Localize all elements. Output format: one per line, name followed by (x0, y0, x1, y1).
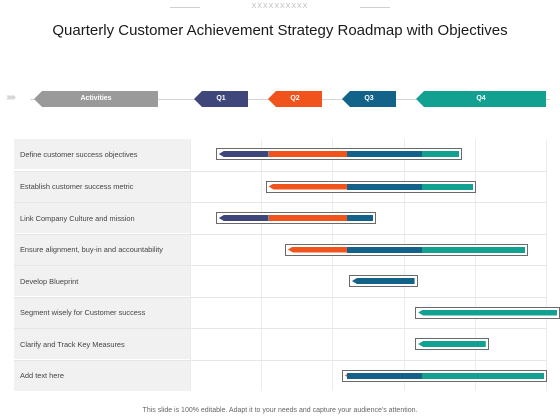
table-row: Add text here (14, 359, 548, 391)
gantt-segment-q4 (421, 183, 473, 190)
gantt-segment-q4 (418, 341, 486, 347)
activity-label: Clarify and Track Key Measures (14, 329, 190, 359)
gantt-segment-q3 (346, 183, 422, 190)
grid-line (546, 139, 547, 391)
gantt-segment-q4 (421, 372, 545, 379)
footer-note: This slide is 100% editable. Adapt it to… (142, 407, 418, 414)
gantt-bar (265, 180, 476, 193)
gantt-bar (415, 338, 489, 350)
table-row: Define customer success objectives (14, 139, 546, 169)
activity-label: Establish customer success metric (14, 171, 190, 202)
gantt-segment-q3 (346, 215, 374, 221)
gantt-segment-q3 (346, 246, 422, 253)
activity-label: Link Company Culture and mission (14, 203, 190, 233)
slide-title: Quarterly Customer Achievement Strategy … (52, 22, 508, 39)
gantt-segment-q2 (268, 215, 347, 221)
quarter-q3-header: Q3 (342, 91, 396, 107)
watermark-line-right (360, 7, 390, 8)
gantt-segment-q3 (346, 151, 422, 157)
gantt-bar (341, 369, 548, 382)
table-row: Develop Blueprint (14, 265, 546, 296)
gantt-segment-q3 (346, 372, 422, 379)
table-row: Establish customer success metric (14, 170, 546, 202)
gantt-bar (348, 275, 418, 287)
watermark-line-left (170, 7, 200, 8)
top-decoration: XXXXXXXXXX (0, 0, 560, 18)
gantt-bar (215, 212, 377, 224)
activity-label: Add text here (14, 360, 190, 391)
gantt-segment-q1 (218, 151, 269, 157)
gantt-segment-q4 (418, 309, 557, 316)
quarter-q1-header: Q1 (194, 91, 248, 107)
gantt-segment-q4 (421, 151, 459, 157)
activity-label: Ensure alignment, buy-in and accountabil… (14, 234, 190, 265)
gantt-segment-q3 (351, 278, 415, 284)
table-row: Segment wisely for Customer success (14, 296, 560, 328)
gantt-segment-q2 (344, 372, 347, 379)
gantt-bar (215, 148, 462, 160)
activity-label: Define customer success objectives (14, 139, 190, 169)
gantt-bar (284, 243, 528, 256)
quarter-q2-header: Q2 (268, 91, 322, 107)
activities-header: Activities (34, 91, 158, 107)
activity-label: Develop Blueprint (14, 266, 190, 296)
quarter-q4-header: Q4 (416, 91, 546, 107)
gantt-segment-q2 (268, 151, 347, 157)
gantt-segment-q2 (287, 246, 347, 253)
table-row: Ensure alignment, buy-in and accountabil… (14, 233, 546, 265)
watermark: XXXXXXXXXX (251, 3, 309, 10)
gantt-segment-q2 (268, 183, 347, 190)
activity-label: Segment wisely for Customer success (14, 297, 190, 328)
gantt-bar (415, 306, 560, 319)
gantt-segment-q1 (218, 215, 269, 221)
gantt-segment-q4 (421, 246, 525, 253)
chevrons-icon: ›››››› (6, 92, 16, 103)
table-row: Link Company Culture and mission (14, 202, 546, 233)
table-row: Clarify and Track Key Measures (14, 328, 546, 359)
